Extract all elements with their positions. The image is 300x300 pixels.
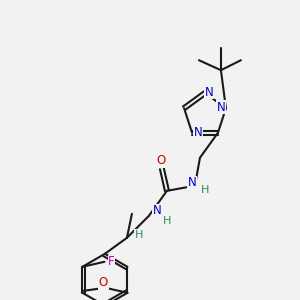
Text: F: F [108, 255, 115, 268]
Text: H: H [135, 230, 143, 240]
Text: H: H [201, 185, 209, 195]
Text: N: N [194, 126, 203, 139]
Text: O: O [99, 276, 108, 289]
Text: O: O [156, 154, 166, 167]
Text: N: N [217, 101, 225, 114]
Text: N: N [153, 204, 161, 217]
Text: N: N [188, 176, 196, 189]
Text: H: H [163, 216, 171, 226]
Text: N: N [205, 85, 213, 98]
